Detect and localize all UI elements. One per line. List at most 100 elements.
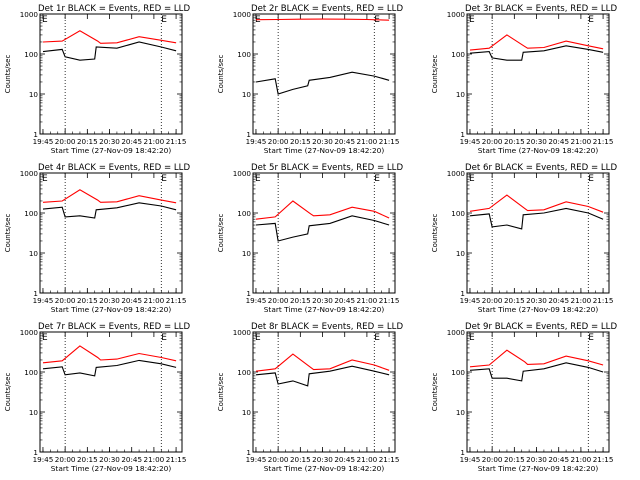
- x-tick-label: 20:30: [526, 137, 547, 146]
- event-marker: E: [588, 174, 594, 184]
- series-lld-line: [469, 349, 604, 368]
- x-tick-label: 20:15: [504, 455, 525, 464]
- x-axis-label: Start Time (27-Nov-09 18:42:20): [264, 146, 385, 155]
- y-tick-label: 1000: [447, 328, 466, 337]
- y-tick-label: 100: [24, 50, 38, 59]
- y-tick-label: 10: [242, 408, 252, 417]
- y-tick-label: 100: [24, 368, 38, 377]
- x-tick-label: 21:00: [571, 455, 592, 464]
- x-tick-label: 20:00: [268, 137, 289, 146]
- chart-title: Det 5r BLACK = Events, RED = LLD: [251, 163, 403, 173]
- x-tick-label: 20:45: [548, 455, 569, 464]
- y-axis-label: Counts/sec: [217, 214, 225, 253]
- y-tick-label: 1000: [20, 169, 39, 178]
- x-tick-label: 20:15: [504, 296, 525, 305]
- x-tick-label: 20:15: [77, 455, 98, 464]
- x-tick-label: 19:45: [33, 137, 54, 146]
- x-tick-label: 20:30: [312, 137, 333, 146]
- plot-frame: [252, 13, 396, 135]
- y-tick-label: 1: [460, 448, 465, 457]
- chart-title: Det 2r BLACK = Events, RED = LLD: [251, 4, 403, 14]
- series-lld-line: [469, 194, 604, 213]
- x-tick-label: 21:15: [593, 296, 614, 305]
- x-axis-label: Start Time (27-Nov-09 18:42:20): [264, 305, 385, 314]
- x-tick-label: 21:00: [571, 137, 592, 146]
- y-tick-label: 10: [456, 408, 466, 417]
- x-tick-label: 20:45: [121, 137, 142, 146]
- y-tick-label: 10: [29, 408, 39, 417]
- series-lld-line: [255, 200, 390, 220]
- x-tick-label: 20:00: [482, 296, 503, 305]
- series-events-line: [469, 45, 604, 61]
- x-tick-label: 19:45: [460, 455, 481, 464]
- y-tick-label: 1: [460, 289, 465, 298]
- x-tick-label: 20:00: [55, 296, 76, 305]
- x-axis-label: Start Time (27-Nov-09 18:42:20): [478, 464, 599, 473]
- x-tick-label: 20:30: [99, 455, 120, 464]
- x-tick-label: 20:15: [290, 455, 311, 464]
- x-tick-label: 20:45: [121, 296, 142, 305]
- x-tick-label: 21:15: [379, 296, 400, 305]
- x-tick-label: 19:45: [33, 455, 54, 464]
- chart-title: Det 1r BLACK = Events, RED = LLD: [38, 4, 190, 14]
- y-tick-label: 1000: [447, 10, 466, 19]
- x-tick-label: 21:00: [357, 296, 378, 305]
- x-tick-label: 21:00: [144, 296, 165, 305]
- x-tick-label: 21:00: [144, 455, 165, 464]
- y-tick-label: 1: [33, 448, 38, 457]
- x-tick-label: 19:45: [33, 296, 54, 305]
- y-tick-label: 100: [237, 50, 251, 59]
- series-events-line: [469, 207, 604, 230]
- event-marker: E: [42, 333, 48, 343]
- series-lld-line: [42, 30, 177, 44]
- y-tick-label: 1: [460, 130, 465, 139]
- x-tick-label: 21:15: [593, 137, 614, 146]
- y-tick-label: 1000: [233, 10, 252, 19]
- plot-frame: [252, 331, 396, 453]
- x-axis-label: Start Time (27-Nov-09 18:42:20): [264, 464, 385, 473]
- x-tick-label: 20:15: [290, 296, 311, 305]
- y-tick-label: 1: [246, 448, 251, 457]
- event-marker: E: [161, 15, 167, 25]
- x-tick-label: 21:00: [357, 137, 378, 146]
- x-tick-label: 19:45: [460, 296, 481, 305]
- chart-title: Det 6r BLACK = Events, RED = LLD: [465, 163, 617, 173]
- event-marker: E: [469, 15, 475, 25]
- y-tick-label: 1000: [447, 169, 466, 178]
- series-events-line: [42, 359, 177, 377]
- x-tick-label: 20:00: [268, 455, 289, 464]
- chart-title: Det 8r BLACK = Events, RED = LLD: [251, 322, 403, 332]
- plot-frame: [466, 331, 610, 453]
- event-marker: E: [469, 333, 475, 343]
- y-axis-label: Counts/sec: [4, 214, 12, 253]
- series-events-line: [42, 41, 177, 61]
- y-axis-label: Counts/sec: [4, 55, 12, 94]
- x-tick-label: 20:15: [290, 137, 311, 146]
- event-marker: E: [255, 174, 261, 184]
- chart-title: Det 7r BLACK = Events, RED = LLD: [38, 322, 190, 332]
- y-tick-label: 1: [246, 289, 251, 298]
- x-axis-label: Start Time (27-Nov-09 18:42:20): [51, 305, 172, 314]
- series-lld-line: [255, 18, 390, 21]
- x-tick-label: 20:00: [482, 455, 503, 464]
- x-tick-label: 20:00: [482, 137, 503, 146]
- event-marker: E: [469, 174, 475, 184]
- x-tick-label: 19:45: [246, 137, 267, 146]
- chart-title: Det 9r BLACK = Events, RED = LLD: [465, 322, 617, 332]
- x-tick-label: 20:45: [334, 137, 355, 146]
- x-tick-label: 20:15: [77, 137, 98, 146]
- x-tick-label: 19:45: [246, 296, 267, 305]
- chart-title: Det 3r BLACK = Events, RED = LLD: [465, 4, 617, 14]
- y-tick-label: 100: [451, 368, 465, 377]
- series-lld-line: [255, 353, 390, 372]
- x-axis-label: Start Time (27-Nov-09 18:42:20): [478, 146, 599, 155]
- event-marker: E: [161, 174, 167, 184]
- y-axis-label: Counts/sec: [217, 373, 225, 412]
